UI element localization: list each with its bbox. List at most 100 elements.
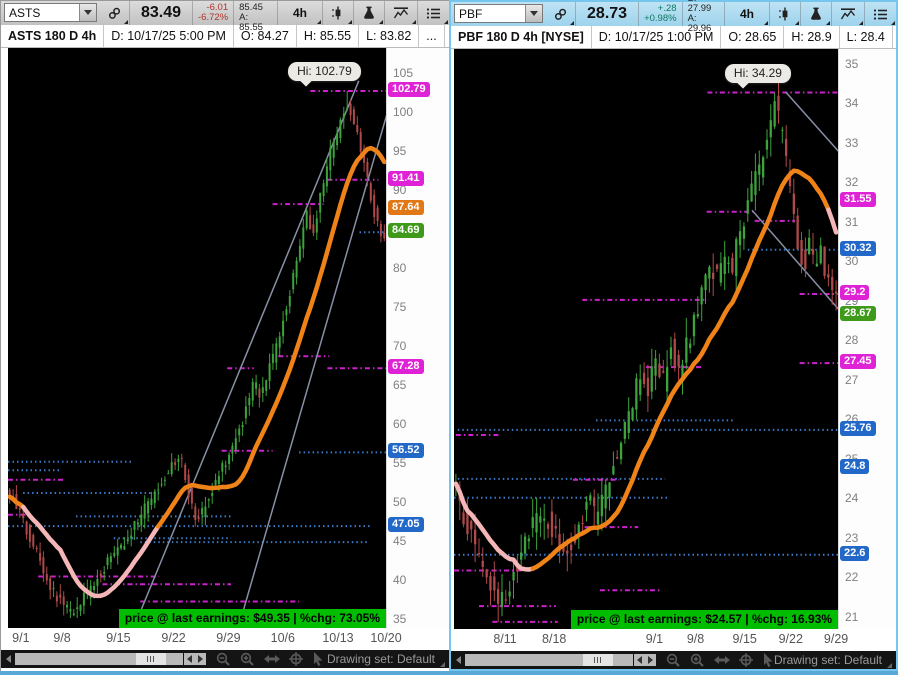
candle-body	[366, 161, 369, 177]
candle-body	[251, 382, 254, 401]
price-plot[interactable]: Hi: 102.79 price @ last earnings: $49.35…	[8, 48, 386, 628]
candle-body	[214, 479, 217, 485]
candle-body	[481, 560, 484, 567]
candle-body	[804, 249, 807, 269]
bar-more[interactable]: ...	[893, 26, 898, 48]
candle-body	[489, 575, 492, 591]
moving-average-line	[155, 145, 386, 529]
symbol-dropdown-button[interactable]	[525, 5, 543, 22]
flask-icon[interactable]	[801, 2, 832, 26]
flask-icon[interactable]	[354, 1, 385, 25]
timeframe-button[interactable]: 4h	[725, 2, 770, 26]
candle-body	[147, 501, 150, 514]
crosshair-icon[interactable]	[289, 652, 303, 666]
candle-body	[769, 120, 772, 138]
moving-average-line	[8, 494, 26, 510]
time-axis[interactable]: 9/1 9/8 9/15 9/22 9/29 10/6 10/13 10/20	[1, 628, 449, 650]
date-tick: 8/11	[493, 632, 517, 646]
step-left-icon[interactable]	[636, 656, 642, 664]
candle-body	[531, 517, 534, 528]
candle-body	[76, 607, 79, 609]
step-left-icon[interactable]	[187, 655, 192, 663]
candle-body	[106, 557, 109, 566]
drawing-set-label[interactable]: Drawing set: Default	[773, 653, 883, 667]
candle-body	[32, 534, 35, 547]
candle-body	[319, 192, 322, 213]
pointer-cursor-icon[interactable]	[762, 653, 774, 667]
candle-body	[462, 512, 465, 525]
link-icon[interactable]	[546, 2, 577, 26]
price-tick: 32	[845, 175, 859, 190]
candle-body	[612, 466, 615, 475]
candle-body	[349, 103, 352, 116]
high-price-bubble: Hi: 34.29	[724, 63, 791, 83]
pointer-cursor-icon[interactable]	[312, 652, 324, 666]
candle-body	[332, 141, 335, 158]
bar-more[interactable]: ...	[419, 25, 445, 47]
scrollbar-thumb[interactable]	[135, 653, 166, 665]
candle-body	[735, 239, 738, 277]
pattern-icon[interactable]	[832, 2, 865, 26]
drawing-set-label[interactable]: Drawing set: Default	[326, 652, 435, 666]
scrollbar-track[interactable]	[465, 654, 633, 666]
pan-arrows-icon[interactable]	[264, 653, 280, 665]
symbol-dropdown-button[interactable]	[78, 4, 96, 21]
earnings-label: price @ last earnings: $49.35 | %chg: 73…	[118, 609, 386, 628]
price-badge: 31.55	[840, 192, 876, 208]
price-tick: 60	[393, 417, 407, 432]
candle-body	[79, 604, 82, 611]
symbol-input[interactable]: PBF	[459, 6, 483, 21]
scroll-left-icon[interactable]	[451, 654, 465, 666]
candle-body	[474, 529, 477, 545]
zoom-in-icon[interactable]	[690, 653, 705, 668]
candle-body	[255, 382, 258, 389]
chart-scrollbar-row: Drawing set: Default	[1, 650, 449, 668]
scrollbar-thumb[interactable]	[582, 654, 613, 666]
candle-body	[815, 263, 818, 267]
candlestick-icon[interactable]	[323, 1, 354, 25]
symbol-select[interactable]: ASTS	[4, 3, 97, 22]
menu-icon[interactable]	[865, 2, 896, 26]
zoom-out-icon[interactable]	[216, 652, 231, 667]
price-plot[interactable]: Hi: 34.29 price @ last earnings: $24.57 …	[454, 49, 838, 629]
candle-body	[180, 458, 183, 459]
price-tick: 24	[845, 491, 859, 506]
menu-icon[interactable]	[418, 1, 449, 25]
timeframe-button[interactable]: 4h	[278, 1, 323, 25]
candle-body	[581, 523, 584, 525]
price-badge: 22.6	[840, 545, 870, 561]
crosshair-icon[interactable]	[738, 653, 753, 667]
candle-body	[271, 353, 274, 363]
candle-body	[585, 501, 588, 510]
change-percent: +0.98%	[644, 13, 677, 24]
price-axis[interactable]: 10510095908580757065605550454035102.7991…	[386, 48, 449, 628]
time-axis[interactable]: 8/11 8/18 9/1 9/8 9/15 9/22 9/29	[451, 629, 896, 651]
symbol-input[interactable]: ASTS	[9, 5, 41, 20]
step-right-icon[interactable]	[647, 656, 653, 664]
price-tick: 45	[393, 534, 407, 549]
candle-body	[116, 547, 119, 556]
step-right-icon[interactable]	[198, 655, 203, 663]
candle-body	[342, 113, 345, 119]
symbol-select[interactable]: PBF	[454, 4, 544, 23]
link-icon[interactable]	[100, 1, 130, 25]
price-axis[interactable]: 35343332313029282726252423222131.5530.32…	[838, 49, 896, 629]
zoom-in-icon[interactable]	[240, 652, 255, 667]
candle-body	[616, 457, 619, 459]
scroll-left-icon[interactable]	[1, 653, 15, 665]
candle-body	[356, 125, 359, 132]
date-tick: 9/15	[106, 631, 131, 645]
candlestick-icon[interactable]	[770, 2, 801, 26]
pan-arrows-icon[interactable]	[713, 654, 730, 666]
high-price-bubble: Hi: 102.79	[288, 62, 361, 81]
candle-body	[800, 240, 803, 265]
candle-body	[72, 613, 75, 616]
candle-body	[823, 246, 826, 276]
zoom-out-icon[interactable]	[666, 653, 681, 668]
price-tick: 90	[393, 182, 407, 197]
candle-body	[258, 388, 261, 398]
pattern-icon[interactable]	[385, 1, 418, 25]
bid-value: B: 85.45	[239, 0, 263, 13]
candle-body	[18, 507, 21, 510]
scrollbar-track[interactable]	[15, 653, 183, 665]
